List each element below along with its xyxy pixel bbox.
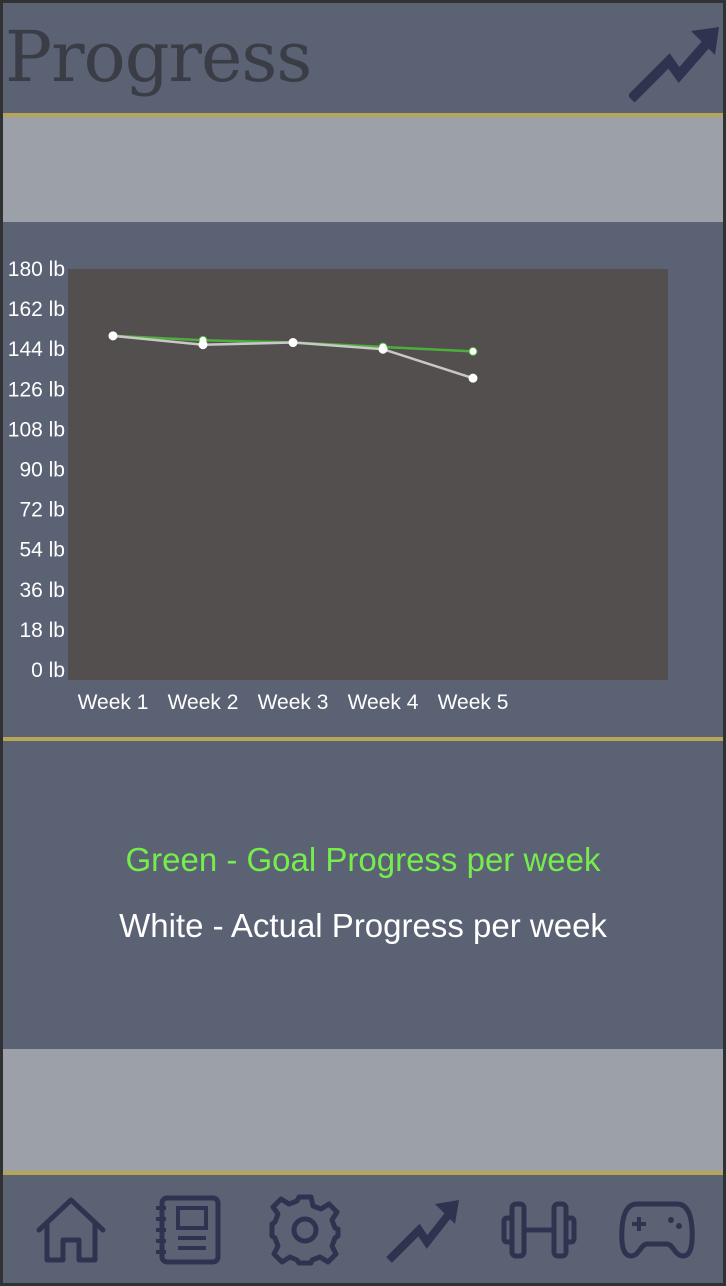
y-tick-label: 126 lb [8, 378, 65, 401]
actual-data-point [198, 340, 208, 350]
y-tick-label: 180 lb [8, 258, 65, 281]
y-tick-label: 108 lb [8, 418, 65, 441]
y-tick-label: 54 lb [19, 539, 65, 562]
bottom-nav [3, 1178, 723, 1283]
legend-goal: Green - Goal Progress per week [125, 841, 601, 878]
page-title: Progress [5, 16, 312, 98]
plot-area [68, 269, 668, 680]
nav-settings-button[interactable] [267, 1194, 343, 1266]
y-tick-label: 18 lb [19, 619, 65, 642]
trend-up-icon [629, 27, 719, 103]
nav-home-button[interactable] [33, 1194, 109, 1266]
actual-data-point [288, 338, 298, 348]
y-tick-label: 144 lb [8, 338, 65, 361]
x-tick-label: Week 4 [348, 691, 419, 714]
weight-progress-chart: 180 lb 162 lb 144 lb 126 lb 108 lb 90 lb 72 lb… [8, 258, 668, 714]
x-tick-label: Week 3 [258, 691, 329, 714]
header: Progress [3, 3, 723, 113]
nav-divider [3, 1171, 723, 1175]
legend-section: Green - Goal Progress per week White - A… [3, 741, 723, 1049]
actual-data-point [378, 344, 388, 354]
actual-data-point [468, 373, 478, 383]
top-band [3, 117, 723, 222]
y-tick-label: 0 lb [31, 659, 65, 682]
actual-data-point [108, 331, 118, 341]
y-tick-label: 36 lb [19, 579, 65, 602]
x-tick-label: Week 2 [168, 691, 239, 714]
y-tick-label: 90 lb [19, 459, 65, 482]
trend-up-icon [386, 1200, 459, 1263]
chart-divider [3, 737, 723, 741]
gamepad-icon [619, 1201, 695, 1259]
x-tick-label: Week 5 [438, 691, 509, 714]
notebook-icon [156, 1195, 221, 1265]
header-divider [3, 113, 723, 117]
nav-games-button[interactable] [619, 1194, 695, 1266]
nav-progress-button[interactable] [385, 1194, 461, 1266]
chart-section: 180 lb 162 lb 144 lb 126 lb 108 lb 90 lb 72 lb… [3, 222, 723, 737]
legend-actual: White - Actual Progress per week [119, 907, 607, 944]
x-tick-label: Week 1 [78, 691, 149, 714]
y-tick-label: 162 lb [8, 298, 65, 321]
dumbbell-icon [501, 1201, 577, 1259]
nav-journal-button[interactable] [150, 1194, 226, 1266]
home-icon [36, 1197, 106, 1263]
bottom-band [3, 1049, 723, 1171]
nav-workout-button[interactable] [501, 1194, 577, 1266]
gear-icon [269, 1194, 341, 1266]
y-tick-label: 72 lb [19, 499, 65, 522]
goal-data-point [468, 346, 478, 356]
